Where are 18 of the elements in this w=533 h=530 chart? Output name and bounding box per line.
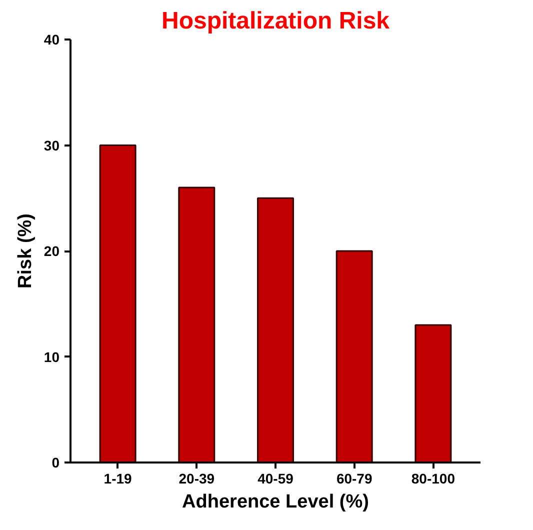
x-tick-label: 1-19 <box>104 470 132 486</box>
x-tick-label: 40-59 <box>258 470 294 486</box>
x-tick-label: 80-100 <box>411 470 456 486</box>
y-tick-label: 0 <box>52 454 60 470</box>
y-tick-label: 40 <box>44 32 60 48</box>
y-tick-label: 20 <box>44 243 60 259</box>
bar <box>99 144 136 462</box>
y-tick-label: 30 <box>44 137 60 154</box>
x-tick-label: 20-39 <box>178 470 215 486</box>
chart-title: Hospitalization Risk <box>161 8 390 34</box>
bar <box>257 197 294 462</box>
bar <box>414 324 452 462</box>
x-axis-title: Adherence Level (%) <box>182 492 369 512</box>
bar <box>178 186 216 462</box>
y-axis-title: Risk (%) <box>14 214 36 288</box>
y-tick-label: 10 <box>44 348 60 365</box>
x-tick-label: 60-79 <box>336 470 372 486</box>
bar <box>336 250 373 462</box>
